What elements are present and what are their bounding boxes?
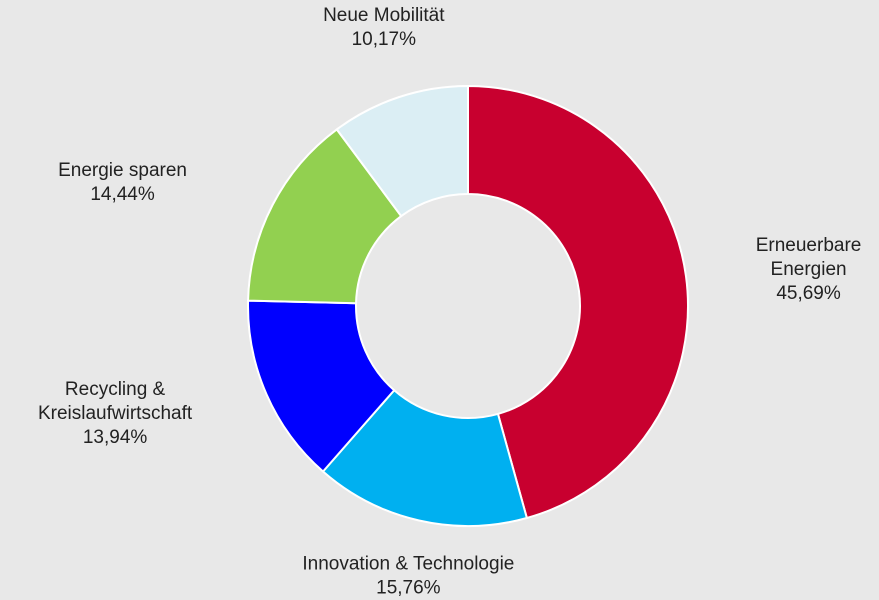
donut-slice	[247, 128, 403, 305]
category-label: Neue Mobilität	[323, 4, 445, 26]
category-label: Recycling & Kreislaufwirtschaft	[37, 378, 193, 424]
donut-slice	[467, 84, 689, 520]
donut-slice	[335, 84, 469, 218]
slice-label: Innovation & Technologie 15,76%	[248, 553, 568, 600]
slice-label: Erneuerbare Energien 45,69%	[734, 234, 879, 306]
value-label: 10,17%	[351, 28, 417, 50]
value-label: 15,76%	[376, 577, 441, 599]
slice-label: Recycling & Kreislaufwirtschaft 13,94%	[8, 378, 223, 450]
donut-slice	[321, 388, 529, 527]
slice-label: Energie sparen 14,44%	[15, 159, 230, 207]
category-label: Energie sparen	[58, 159, 187, 181]
value-label: 13,94%	[82, 426, 148, 448]
category-label: Innovation & Technologie	[302, 553, 515, 575]
value-label: 14,44%	[90, 183, 155, 205]
value-label: 45,69%	[776, 282, 841, 304]
slice-label: Neue Mobilität 10,17%	[224, 4, 544, 52]
category-label: Erneuerbare Energien	[755, 234, 862, 280]
